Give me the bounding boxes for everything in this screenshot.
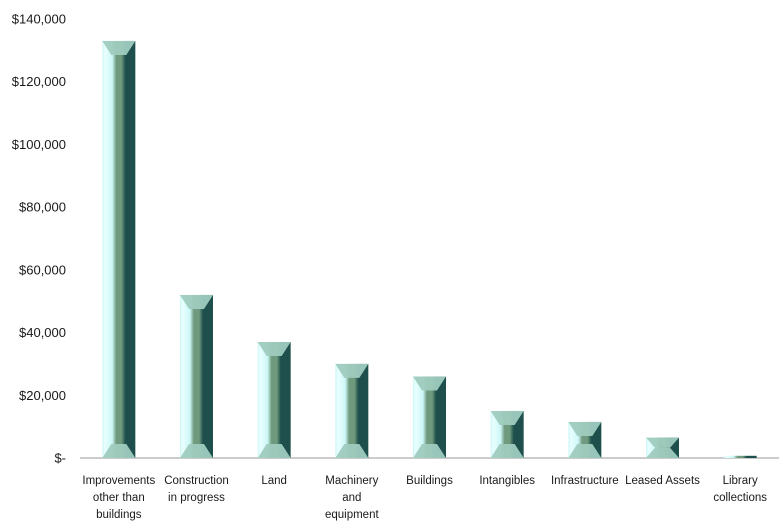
category-label: Leased Assets (625, 475, 700, 487)
y-tick-label: $120,000 (12, 74, 66, 89)
category-label: Buildings (406, 475, 453, 487)
y-tick-label: $60,000 (19, 262, 66, 277)
y-tick-label: $20,000 (19, 388, 66, 403)
bar (568, 422, 601, 458)
bar (258, 342, 291, 458)
category-label: Machinery and equipment (325, 475, 380, 521)
y-tick-label: $40,000 (19, 325, 66, 340)
y-tick-label: $100,000 (12, 137, 66, 152)
y-tick-label: $140,000 (12, 12, 66, 27)
bar (180, 295, 213, 458)
bars (102, 41, 756, 458)
category-label: Intangibles (479, 475, 535, 487)
y-tick-label: $- (54, 451, 66, 466)
bar (491, 411, 524, 458)
bar (413, 376, 446, 458)
category-label: Infrastructure (551, 475, 619, 487)
bar (102, 41, 135, 458)
category-label: Construction in progress (164, 475, 229, 504)
category-label: Improvements other than buildings (82, 475, 155, 521)
y-tick-label: $80,000 (19, 200, 66, 215)
category-label: Land (261, 475, 287, 487)
bar (646, 438, 679, 458)
x-axis-category-labels: Improvements other than buildings Construct… (82, 475, 767, 521)
y-axis-tick-labels: $- $20,000 $40,000 $60,000 $80,000 $100,000 $1… (12, 12, 66, 466)
bar (724, 456, 757, 458)
category-label: Library collections (713, 475, 767, 504)
bar (335, 364, 368, 458)
